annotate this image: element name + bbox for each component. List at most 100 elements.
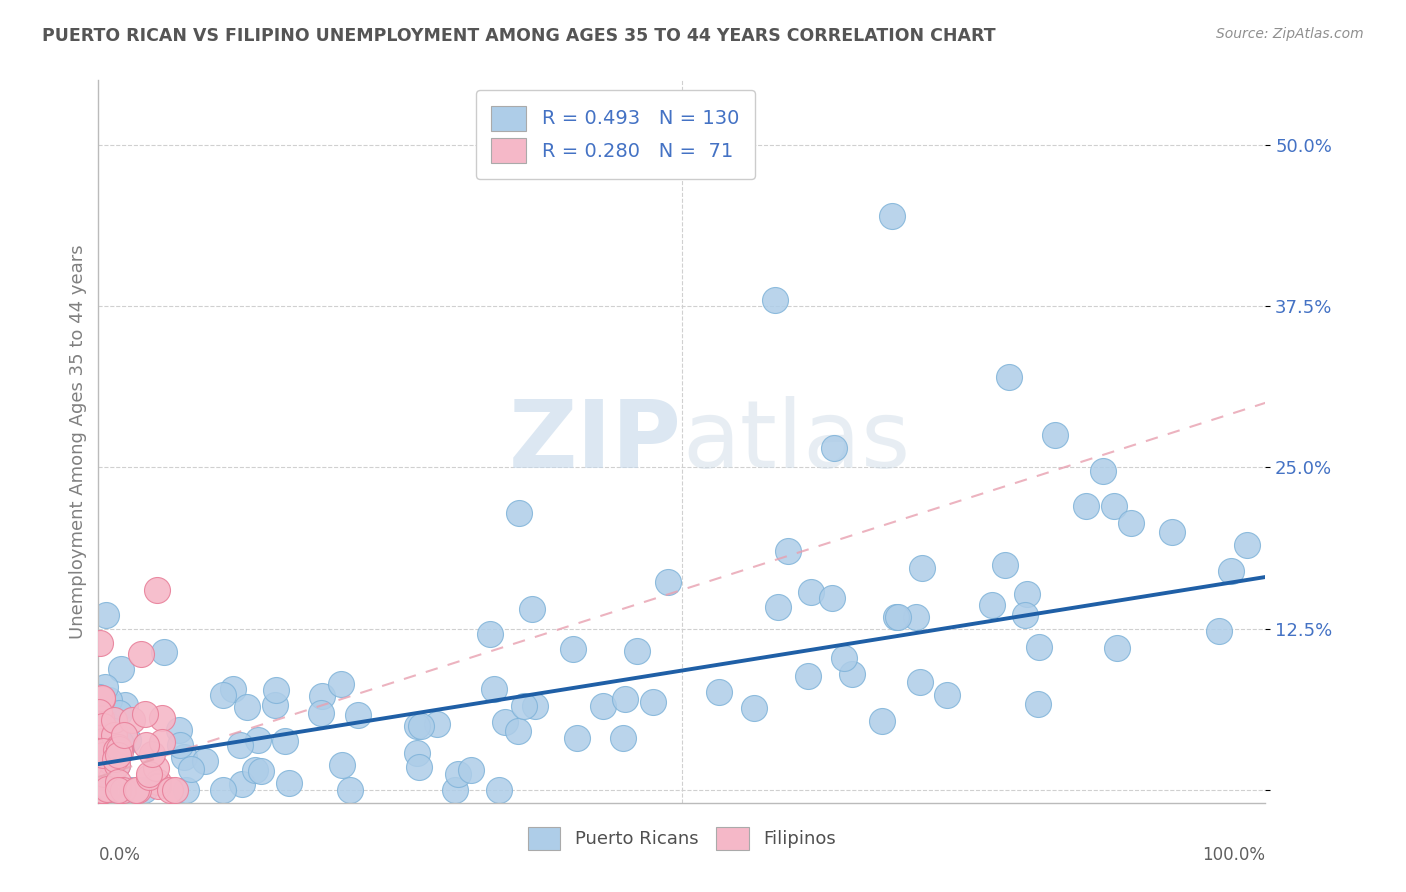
- Point: [91, 783, 114, 797]
- Point: [100, 755, 122, 769]
- Point: [709, 684, 731, 698]
- Point: [87, 780, 110, 795]
- Point: [880, 209, 903, 223]
- Point: [908, 674, 931, 689]
- Point: [104, 783, 127, 797]
- Point: [108, 745, 131, 759]
- Point: [94, 681, 117, 695]
- Point: [482, 682, 505, 697]
- Point: [91, 783, 114, 797]
- Point: [129, 647, 152, 661]
- Point: [841, 666, 863, 681]
- Point: [994, 558, 1017, 572]
- Point: [1026, 697, 1049, 711]
- Point: [125, 783, 148, 797]
- Point: [90, 783, 112, 797]
- Point: [103, 723, 125, 738]
- Point: [799, 585, 821, 599]
- Point: [103, 783, 125, 797]
- Point: [90, 783, 112, 797]
- Point: [766, 599, 789, 614]
- Point: [231, 777, 253, 791]
- Point: [347, 707, 370, 722]
- Point: [1107, 640, 1129, 655]
- Point: [592, 699, 614, 714]
- Point: [90, 721, 112, 735]
- Point: [94, 607, 117, 622]
- Point: [222, 681, 245, 696]
- Point: [264, 698, 287, 712]
- Point: [821, 591, 844, 606]
- Point: [562, 642, 585, 657]
- Point: [1161, 524, 1184, 539]
- Point: [98, 693, 121, 707]
- Point: [165, 783, 187, 797]
- Point: [229, 738, 252, 752]
- Point: [121, 713, 143, 727]
- Point: [911, 561, 934, 575]
- Point: [1074, 499, 1097, 513]
- Point: [91, 744, 114, 758]
- Point: [111, 783, 134, 797]
- Point: [309, 706, 332, 721]
- Point: [426, 717, 449, 731]
- Point: [104, 752, 127, 766]
- Point: [146, 780, 169, 794]
- Point: [107, 706, 129, 721]
- Point: [104, 737, 127, 751]
- Point: [832, 650, 855, 665]
- Point: [103, 783, 125, 797]
- Point: [246, 733, 269, 747]
- Point: [278, 776, 301, 790]
- Point: [110, 737, 132, 751]
- Point: [132, 783, 155, 797]
- Point: [93, 770, 115, 784]
- Point: [411, 719, 433, 733]
- Point: [1220, 564, 1243, 578]
- Point: [643, 695, 665, 709]
- Point: [89, 783, 111, 797]
- Point: [103, 713, 125, 727]
- Point: [1119, 516, 1142, 531]
- Point: [118, 783, 141, 797]
- Point: [90, 692, 112, 706]
- Point: [488, 783, 510, 797]
- Point: [1092, 465, 1115, 479]
- Point: [250, 764, 273, 779]
- Point: [97, 783, 120, 797]
- Point: [91, 747, 114, 761]
- Point: [93, 734, 115, 748]
- Point: [107, 742, 129, 756]
- Point: [90, 744, 112, 758]
- Point: [264, 683, 287, 698]
- Point: [90, 759, 112, 773]
- Point: [91, 777, 114, 791]
- Text: PUERTO RICAN VS FILIPINO UNEMPLOYMENT AMONG AGES 35 TO 44 YEARS CORRELATION CHAR: PUERTO RICAN VS FILIPINO UNEMPLOYMENT AM…: [42, 27, 995, 45]
- Point: [101, 760, 124, 774]
- Point: [94, 750, 117, 764]
- Point: [173, 750, 195, 764]
- Point: [91, 736, 114, 750]
- Point: [565, 731, 588, 746]
- Point: [107, 783, 129, 797]
- Point: [884, 610, 907, 624]
- Point: [778, 544, 800, 558]
- Point: [107, 775, 129, 789]
- Point: [93, 747, 115, 762]
- Point: [150, 735, 173, 749]
- Point: [823, 441, 845, 455]
- Point: [93, 768, 115, 782]
- Point: [105, 731, 128, 745]
- Point: [89, 771, 111, 785]
- Point: [1102, 499, 1125, 513]
- Point: [104, 743, 127, 757]
- Point: [110, 661, 132, 675]
- Point: [311, 689, 333, 703]
- Point: [98, 782, 121, 797]
- Point: [89, 783, 111, 797]
- Point: [614, 691, 637, 706]
- Point: [104, 728, 127, 742]
- Point: [89, 731, 111, 745]
- Point: [105, 758, 128, 772]
- Text: atlas: atlas: [682, 395, 910, 488]
